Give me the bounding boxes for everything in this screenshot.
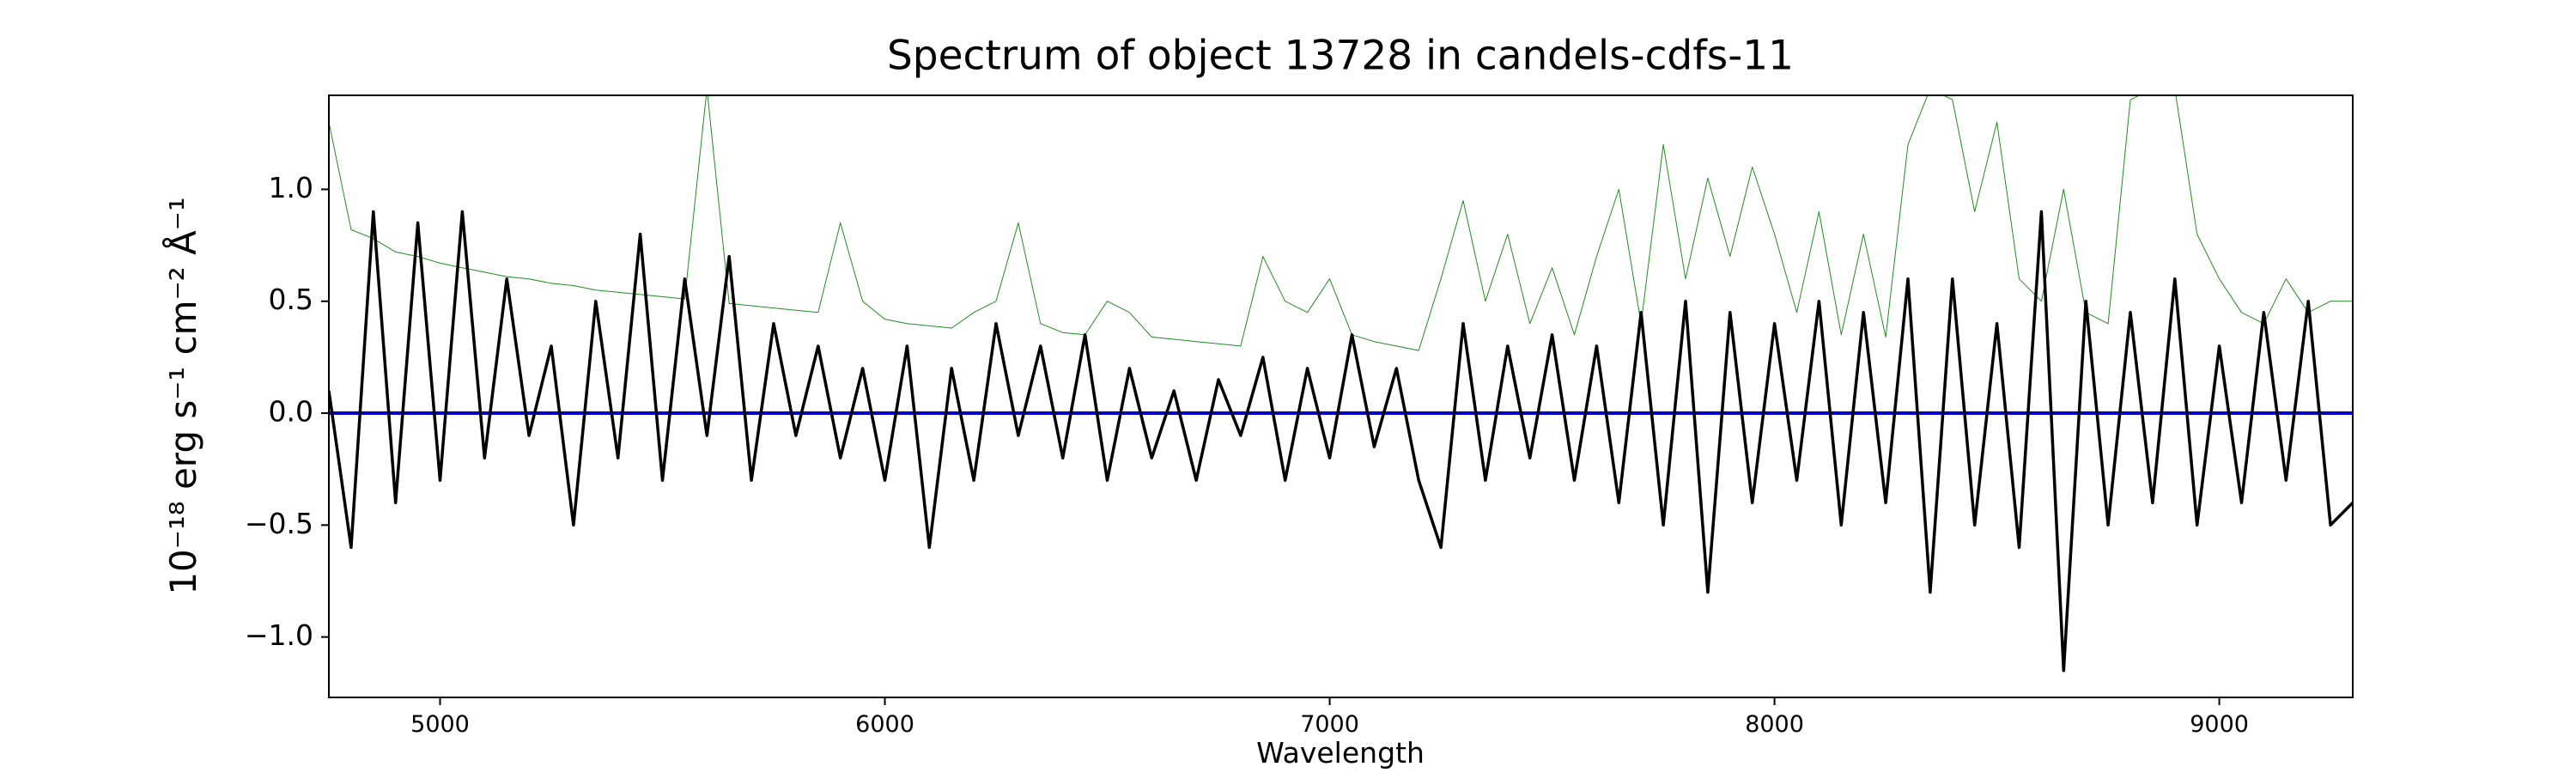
y-tick-label: 0.0 xyxy=(269,395,313,429)
chart-title: Spectrum of object 13728 in candels-cdfs… xyxy=(887,33,1794,80)
x-tick-label: 5000 xyxy=(410,711,470,738)
spectrum-line xyxy=(329,95,2353,351)
x-tick-label: 7000 xyxy=(1300,711,1359,738)
spectrum-line xyxy=(329,210,2353,673)
y-tick-label: −0.5 xyxy=(245,507,313,540)
x-tick-label: 9000 xyxy=(2190,711,2249,738)
y-tick-label: 0.5 xyxy=(269,283,313,316)
x-axis-label: Wavelength xyxy=(1256,736,1425,770)
x-tick-label: 8000 xyxy=(1745,711,1804,738)
y-axis-label: 10⁻¹⁸ erg s⁻¹ cm⁻² Å⁻¹ xyxy=(161,197,204,594)
axes-frame xyxy=(328,94,2354,698)
y-tick-label: −1.0 xyxy=(245,618,313,652)
x-tick-label: 6000 xyxy=(855,711,914,738)
plot-area xyxy=(329,95,2353,673)
y-tick-label: 1.0 xyxy=(269,171,313,204)
